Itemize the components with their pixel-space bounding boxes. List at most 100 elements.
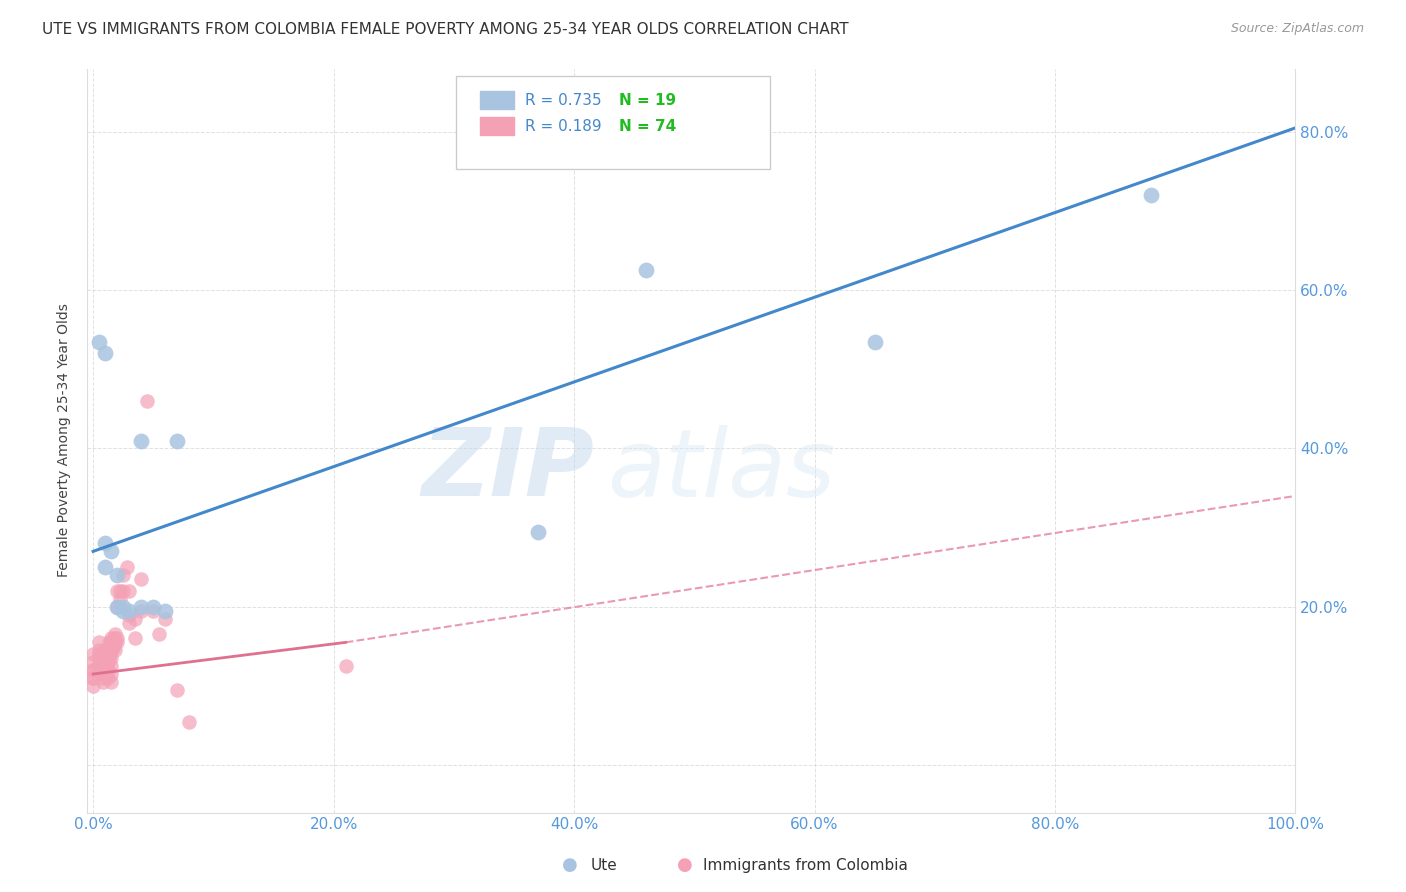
Point (94, 659, 117, 673)
Point (118, 607, 141, 622)
Point (91, 667, 114, 681)
Point (129, 572, 152, 586)
Point (1140, 188, 1163, 202)
Point (100, 632, 122, 646)
Text: atlas: atlas (607, 425, 835, 516)
Point (90, 651, 112, 665)
FancyBboxPatch shape (456, 76, 770, 169)
Point (89, 334, 111, 349)
Point (94, 536, 117, 550)
Point (94, 346, 117, 360)
Point (97, 635, 120, 649)
Point (118, 604, 141, 618)
Point (91, 671, 114, 685)
Point (89, 643, 111, 657)
Point (97, 651, 120, 665)
Point (105, 568, 128, 582)
Point (112, 604, 135, 618)
Point (90, 663, 112, 677)
Point (97, 663, 120, 677)
Point (118, 615, 141, 630)
Point (91, 675, 114, 690)
Point (82, 663, 104, 677)
Point (100, 675, 122, 690)
Point (101, 643, 124, 657)
Point (148, 627, 170, 641)
Text: ●: ● (676, 856, 693, 874)
Point (97, 643, 120, 657)
Point (100, 667, 122, 681)
Point (91, 655, 114, 669)
Text: ●: ● (561, 856, 578, 874)
Point (115, 560, 138, 574)
Point (93, 663, 115, 677)
Text: Source: ZipAtlas.com: Source: ZipAtlas.com (1230, 22, 1364, 36)
Y-axis label: Female Poverty Among 25-34 Year Olds: Female Poverty Among 25-34 Year Olds (58, 303, 72, 577)
Point (155, 612, 177, 626)
Point (82, 679, 104, 693)
Point (105, 599, 128, 614)
Point (82, 655, 104, 669)
Point (142, 599, 165, 614)
Point (129, 604, 152, 618)
Point (90, 659, 112, 673)
FancyBboxPatch shape (479, 91, 513, 110)
Point (112, 599, 135, 614)
Point (100, 544, 122, 558)
Point (94, 667, 117, 681)
Point (155, 604, 177, 618)
Point (142, 604, 165, 618)
Point (97, 643, 120, 657)
Point (166, 682, 188, 697)
Text: N = 74: N = 74 (619, 119, 676, 134)
Text: R = 0.735: R = 0.735 (524, 93, 602, 108)
Point (636, 263, 658, 277)
Point (129, 434, 152, 448)
Point (100, 635, 122, 649)
Point (91, 663, 114, 677)
Point (89, 635, 111, 649)
Point (166, 434, 188, 448)
Point (124, 632, 146, 646)
Point (179, 714, 201, 729)
Text: UTE VS IMMIGRANTS FROM COLOMBIA FEMALE POVERTY AMONG 25-34 YEAR OLDS CORRELATION: UTE VS IMMIGRANTS FROM COLOMBIA FEMALE P… (42, 22, 849, 37)
Point (104, 627, 127, 641)
Point (90, 667, 112, 681)
Text: Ute: Ute (591, 858, 617, 872)
Point (103, 632, 125, 646)
Point (90, 647, 112, 661)
Point (118, 583, 141, 598)
Point (112, 568, 135, 582)
Point (129, 599, 152, 614)
FancyBboxPatch shape (479, 117, 513, 136)
Point (112, 583, 135, 598)
Point (100, 659, 122, 673)
Point (527, 524, 550, 539)
Point (108, 591, 131, 606)
Point (93, 655, 115, 669)
Point (105, 599, 128, 614)
Point (89, 647, 111, 661)
Point (97, 671, 120, 685)
Point (105, 583, 128, 598)
Point (124, 612, 146, 626)
Point (89, 651, 111, 665)
Point (335, 659, 357, 673)
Point (94, 651, 117, 665)
Point (101, 635, 124, 649)
Point (97, 651, 120, 665)
Text: ZIP: ZIP (422, 425, 595, 516)
Point (97, 655, 120, 669)
Text: Immigrants from Colombia: Immigrants from Colombia (703, 858, 908, 872)
Point (82, 663, 104, 677)
Point (94, 643, 117, 657)
Point (108, 583, 131, 598)
Point (103, 640, 125, 654)
Point (82, 647, 104, 661)
Point (91, 651, 114, 665)
Point (94, 560, 117, 574)
Text: R = 0.189: R = 0.189 (524, 119, 602, 134)
Point (104, 635, 127, 649)
Point (863, 334, 886, 349)
Point (82, 671, 104, 685)
